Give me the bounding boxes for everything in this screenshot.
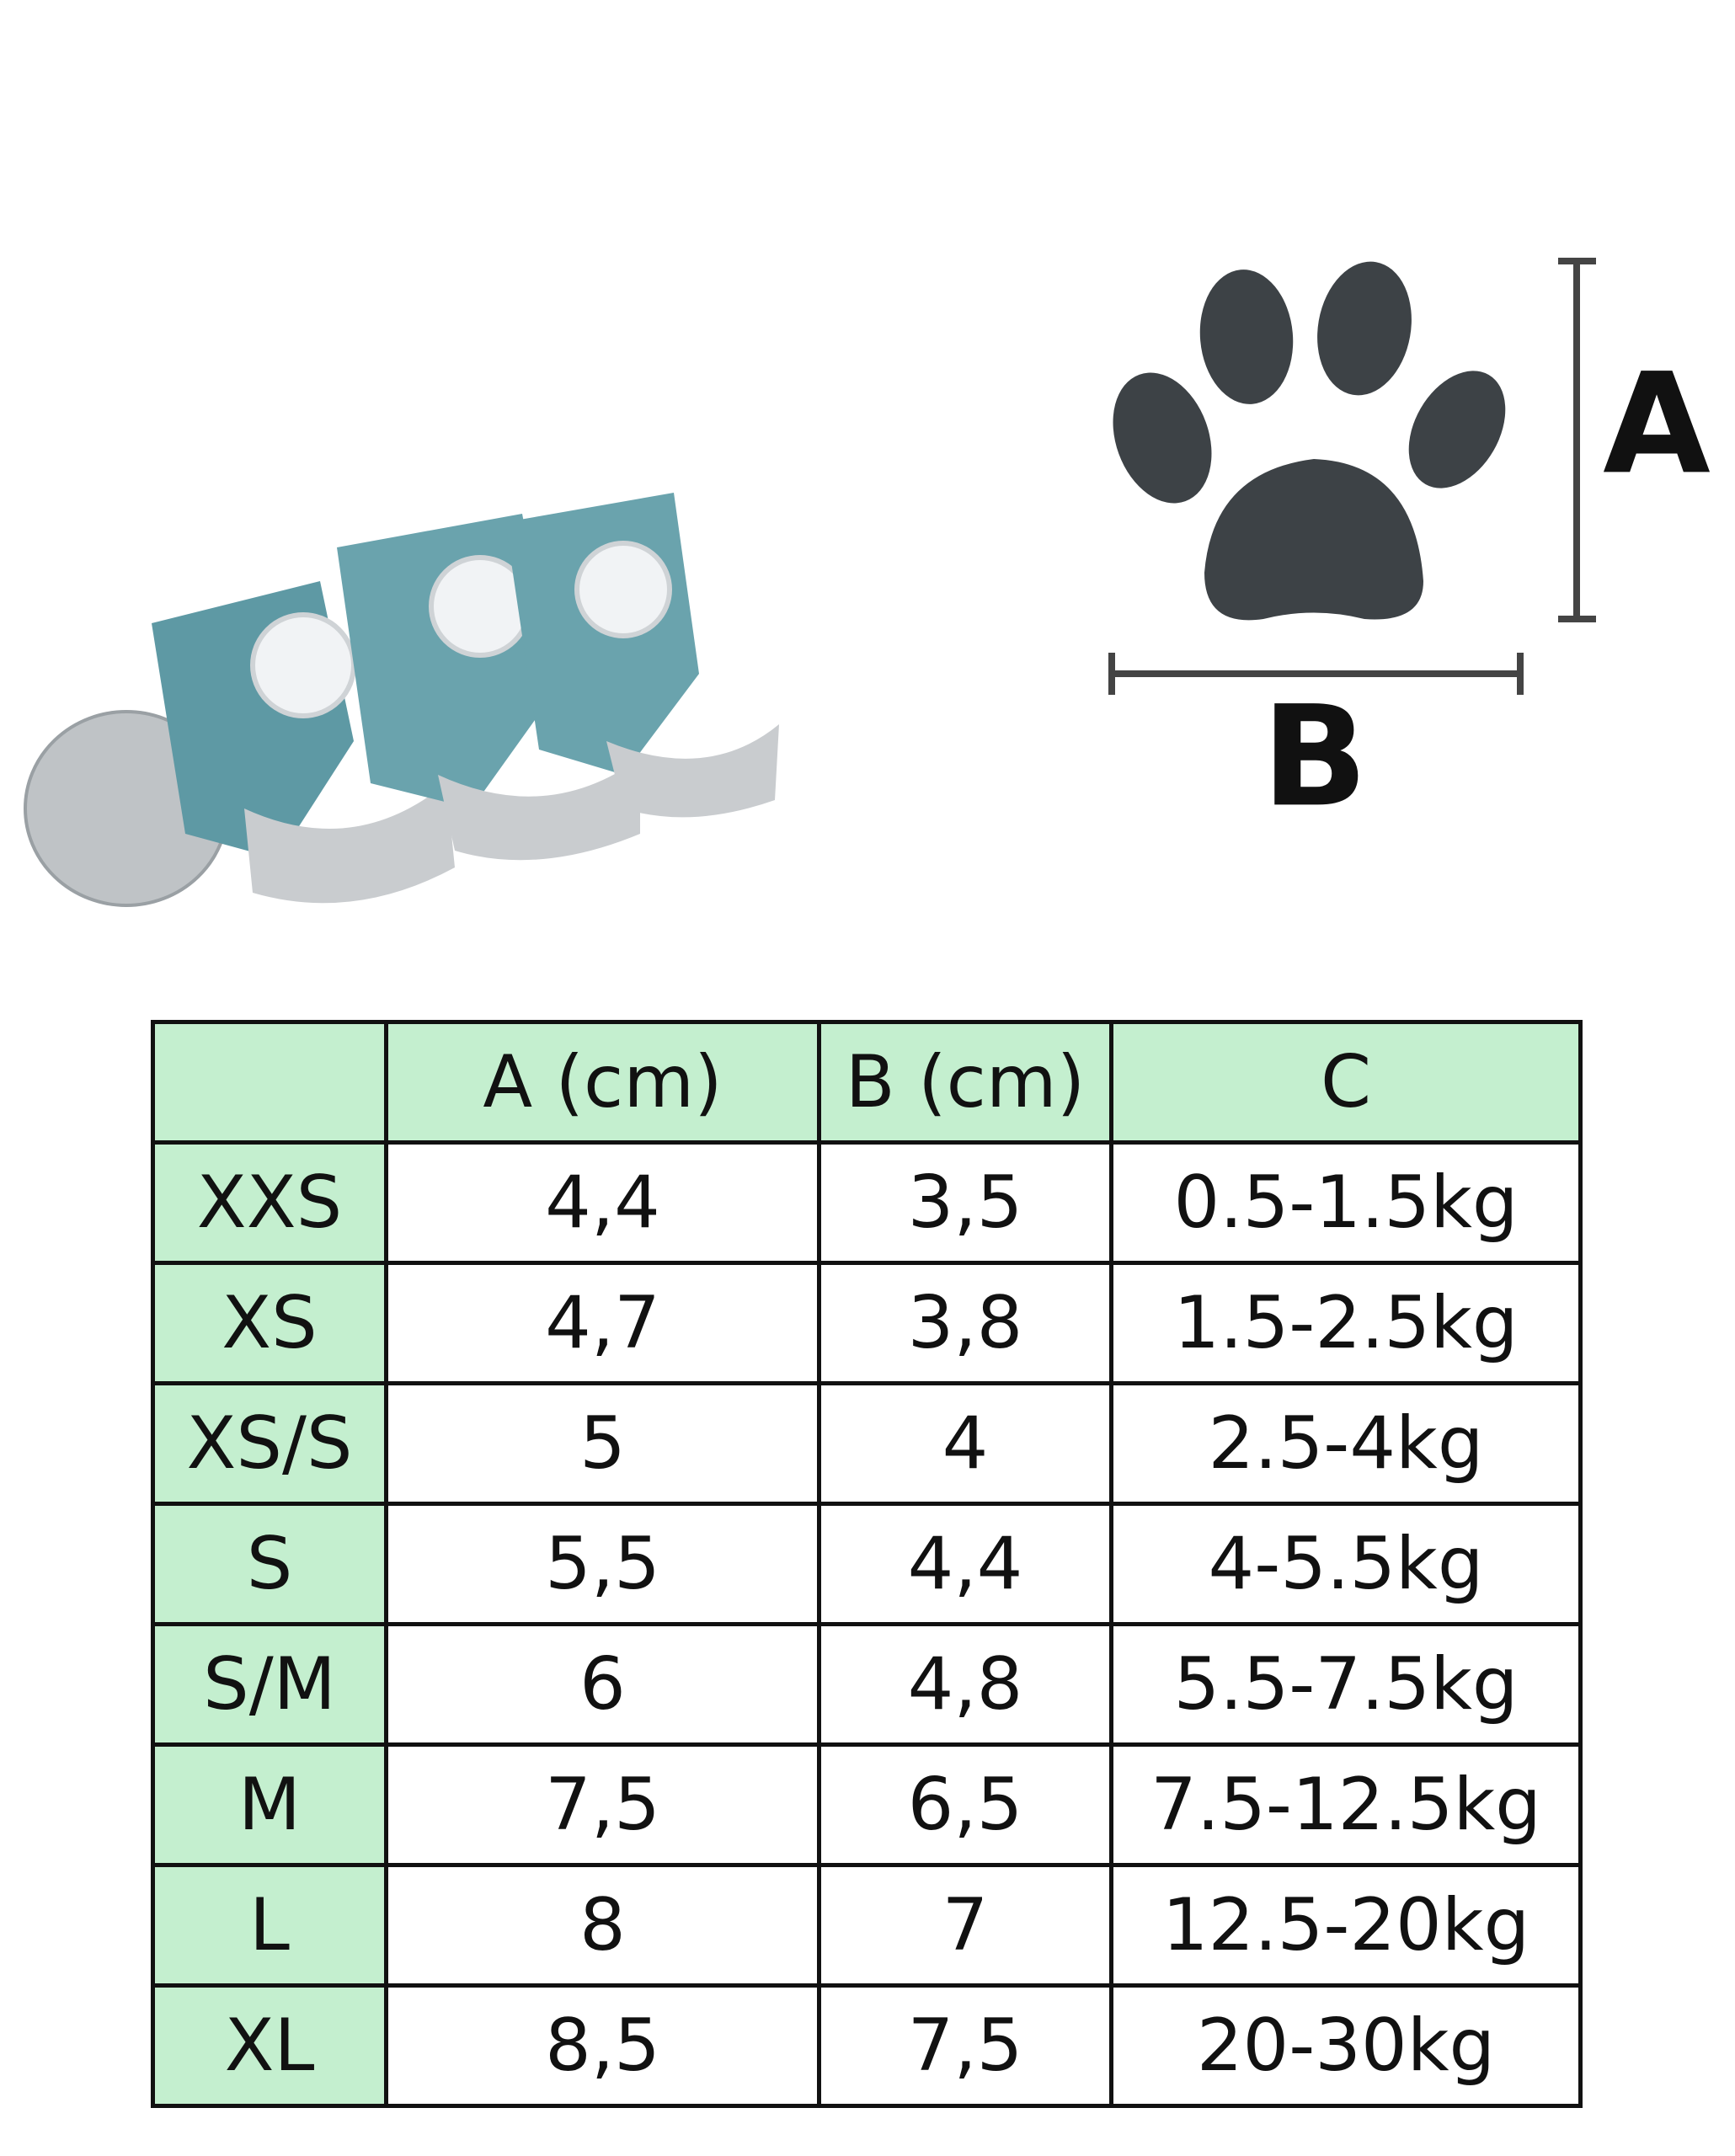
illustrations: A B: [24, 258, 1711, 907]
value-cell: 4,7: [384, 1261, 821, 1385]
dog-shoes-photo: [24, 493, 779, 907]
size-cell: L: [151, 1863, 388, 1988]
table-row: XL 8,5 7,5 20-30kg: [151, 1983, 1583, 2108]
value-cell: 6,5: [817, 1742, 1113, 1867]
value-cell: 0.5-1.5kg: [1109, 1140, 1583, 1265]
table-row: XS/S 5 4 2.5-4kg: [151, 1381, 1583, 1506]
value-cell: 7.5-12.5kg: [1109, 1742, 1583, 1867]
value-cell: 12.5-20kg: [1109, 1863, 1583, 1988]
value-cell: 4,4: [384, 1140, 821, 1265]
column-header: B (cm): [817, 1020, 1113, 1145]
dimension-label: B: [1262, 675, 1368, 837]
size-cell: XS/S: [151, 1381, 388, 1506]
value-cell: 4-5.5kg: [1109, 1502, 1583, 1626]
value-cell: 4,4: [817, 1502, 1113, 1626]
column-header: A (cm): [384, 1020, 821, 1145]
value-cell: 7: [817, 1863, 1113, 1988]
value-cell: 8,5: [384, 1983, 821, 2108]
size-cell: M: [151, 1742, 388, 1867]
value-cell: 4,8: [817, 1622, 1113, 1747]
corner-cell: [151, 1020, 388, 1145]
value-cell: 5: [384, 1381, 821, 1506]
column-header: C: [1109, 1020, 1583, 1145]
dimension-lines: [1108, 258, 1596, 695]
size-cell: S/M: [151, 1622, 388, 1747]
table-row: S 5,5 4,4 4-5.5kg: [151, 1502, 1583, 1626]
value-cell: 2.5-4kg: [1109, 1381, 1583, 1506]
value-cell: 20-30kg: [1109, 1983, 1583, 2108]
size-cell: XL: [151, 1983, 388, 2108]
table-row: XXS 4,4 3,5 0.5-1.5kg: [151, 1140, 1583, 1265]
paw-diagram: [1113, 261, 1506, 621]
table-row: L 8 7 12.5-20kg: [151, 1863, 1583, 1988]
table-row: S/M 6 4,8 5.5-7.5kg: [151, 1622, 1583, 1747]
value-cell: 8: [384, 1863, 821, 1988]
dimension-label: A: [1603, 343, 1711, 504]
value-cell: 5,5: [384, 1502, 821, 1626]
size-table: A (cm) B (cm) C XXS 4,4 3,5 0.5-1.5kg XS 4,7 3,8…: [151, 1020, 1583, 2108]
size-cell: XS: [151, 1261, 388, 1385]
value-cell: 1.5-2.5kg: [1109, 1261, 1583, 1385]
size-cell: XXS: [151, 1140, 388, 1265]
value-cell: 3,8: [817, 1261, 1113, 1385]
header-row: A (cm) B (cm) C: [151, 1020, 1583, 1145]
value-cell: 7,5: [384, 1742, 821, 1867]
value-cell: 4: [817, 1381, 1113, 1506]
value-cell: 5.5-7.5kg: [1109, 1622, 1583, 1747]
value-cell: 7,5: [817, 1983, 1113, 2108]
table-row: M 7,5 6,5 7.5-12.5kg: [151, 1742, 1583, 1867]
value-cell: 3,5: [817, 1140, 1113, 1265]
size-cell: S: [151, 1502, 388, 1626]
value-cell: 6: [384, 1622, 821, 1747]
table-row: XS 4,7 3,8 1.5-2.5kg: [151, 1261, 1583, 1385]
